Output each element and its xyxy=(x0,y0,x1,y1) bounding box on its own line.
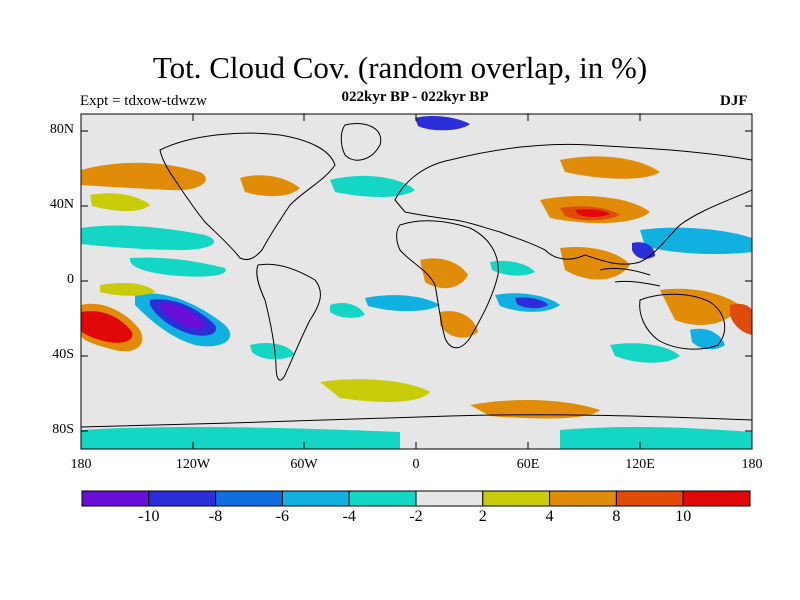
colorbar-swatch xyxy=(615,490,684,507)
colorbar-swatch xyxy=(348,490,417,507)
coastlines xyxy=(81,123,752,428)
season-label: DJF xyxy=(720,93,748,109)
lat-label-40s: 40S xyxy=(52,347,74,362)
colorbar-swatch xyxy=(482,490,551,507)
colorbar-swatch xyxy=(81,490,150,507)
colorbar-label: -10 xyxy=(138,508,160,525)
colorbar-label: 2 xyxy=(478,508,487,525)
lat-label-80n: 80N xyxy=(49,122,74,137)
colorbar-label: 10 xyxy=(675,508,692,525)
colorbar-swatch xyxy=(549,490,617,507)
lon-label-120e: 120E xyxy=(625,457,655,472)
map-subtitle: 022kyr BP - 022kyr BP xyxy=(341,89,489,105)
anomaly-field xyxy=(81,116,752,449)
lat-label-0: 0 xyxy=(67,272,74,287)
colorbar-label: -8 xyxy=(208,508,223,525)
lon-label-120w: 120W xyxy=(175,457,211,472)
lat-label-80s: 80S xyxy=(52,422,74,437)
lon-label-180e: 180 xyxy=(741,457,763,472)
colorbar-label: 8 xyxy=(612,508,621,525)
colorbar-swatch xyxy=(415,490,484,507)
colorbar-swatch xyxy=(148,490,217,507)
colorbar-swatch xyxy=(215,490,283,507)
lon-label-60w: 60W xyxy=(290,457,318,472)
axis-ticks xyxy=(80,114,753,449)
colorbar-label: -4 xyxy=(342,508,356,525)
colorbar-label: -6 xyxy=(275,508,290,525)
colorbar-label: -2 xyxy=(409,508,423,525)
colorbar-swatch xyxy=(281,490,350,507)
lon-label-180w: 180 xyxy=(70,457,92,472)
lon-label-0: 0 xyxy=(412,457,420,472)
lon-label-60e: 60E xyxy=(516,457,540,472)
lat-label-40n: 40N xyxy=(49,197,74,212)
colorbar-swatch xyxy=(682,490,751,507)
colorbar xyxy=(81,490,751,507)
colorbar-label: 4 xyxy=(545,508,554,525)
map-title: Tot. Cloud Cov. (random overlap, in %) xyxy=(152,50,648,85)
experiment-label: Expt = tdxow-tdwzw xyxy=(80,93,207,109)
